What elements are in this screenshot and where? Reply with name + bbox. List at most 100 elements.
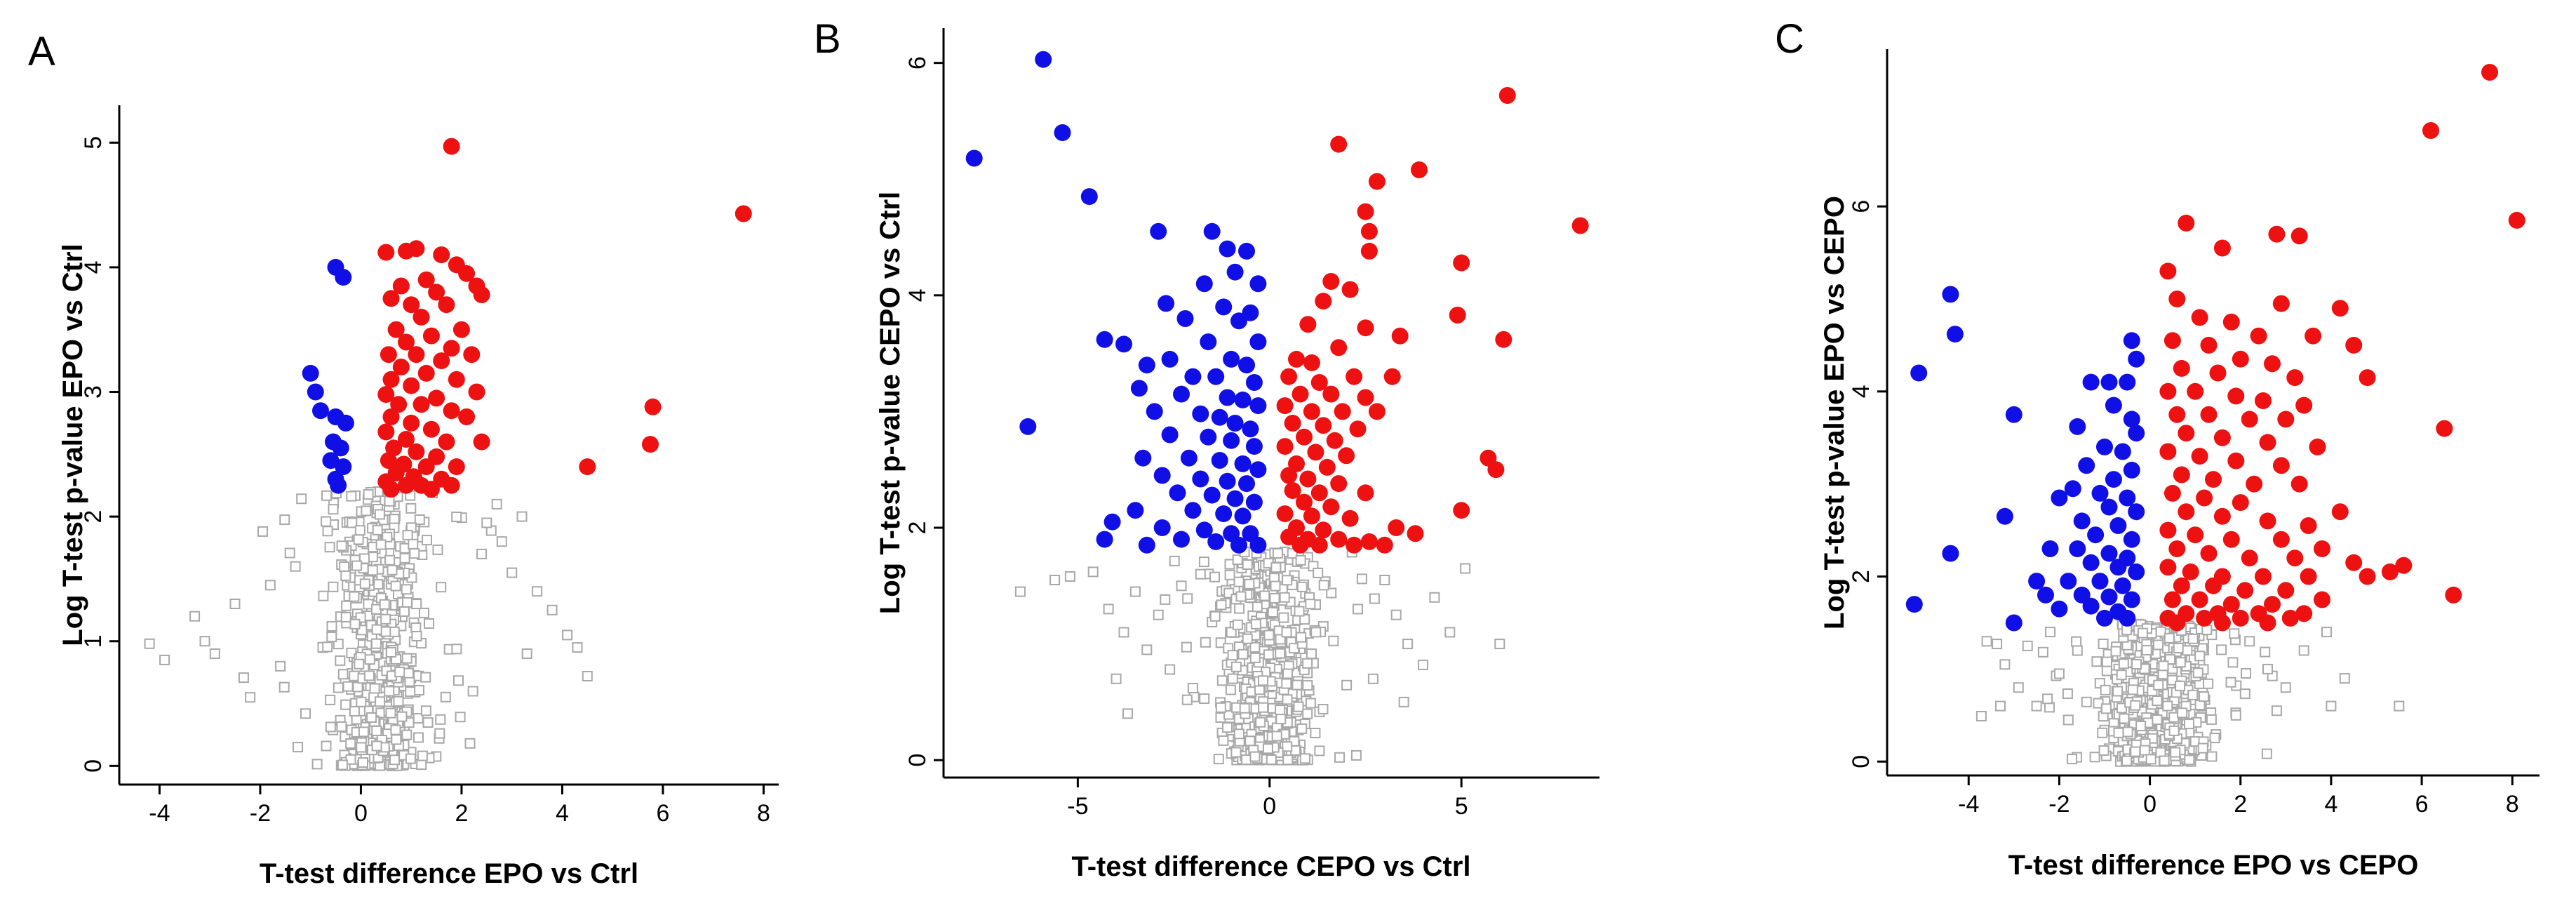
panel-b-down-point xyxy=(1203,486,1221,504)
panel-a-ns-point xyxy=(336,540,347,552)
panel-a-y-tick-label: 1 xyxy=(80,634,107,648)
panel-b-ns-point xyxy=(1141,644,1153,655)
panel-b-ns-point xyxy=(1182,593,1193,604)
panel-b-down-point xyxy=(1249,333,1267,351)
panel-a-ns-point xyxy=(371,624,382,635)
panel-a-down-point xyxy=(330,477,347,494)
panel-c-down-point xyxy=(2082,373,2100,391)
panel-c-up-point xyxy=(2213,614,2231,632)
panel-c-down-point xyxy=(1946,326,1964,343)
panel-c-ns-point xyxy=(2229,628,2240,639)
panel-b-ns-point xyxy=(1259,590,1270,601)
panel-c-ns-point xyxy=(2122,726,2133,738)
panel-b-ns-point xyxy=(1299,753,1310,764)
panel-b-up-point xyxy=(1276,397,1294,415)
panel-b-up-point xyxy=(1346,368,1363,385)
panel-b-up-point xyxy=(1276,438,1294,455)
panel-c-up-point xyxy=(2213,239,2231,257)
panel-a-ns-point xyxy=(401,584,412,595)
panel-a-up-point xyxy=(443,477,460,494)
panel-b-ns-point xyxy=(1200,637,1211,648)
panel-c-up-point xyxy=(2178,425,2195,442)
panel-a-ns-point xyxy=(354,658,365,669)
panel-b-ns-point xyxy=(1263,649,1274,660)
panel-b-up-point xyxy=(1310,536,1328,554)
panel-a-ns-point xyxy=(353,534,364,545)
panel-c-down-point xyxy=(2119,609,2136,627)
panel-a-ns-point xyxy=(361,505,372,517)
panel-b-ns-point xyxy=(1213,754,1224,765)
panel-a-up-point xyxy=(473,433,490,451)
panel-c-ns-point xyxy=(2141,645,2152,655)
panel-a-ns-point xyxy=(455,712,466,723)
panel-c-ns-point xyxy=(2037,646,2048,658)
panel-c-down-point xyxy=(2028,573,2046,590)
panel-b-up-point xyxy=(1303,354,1320,371)
panel-a-ns-point xyxy=(402,530,413,541)
panel-a-up-point xyxy=(417,458,435,476)
panel-c-ns-point xyxy=(2145,754,2156,765)
panel-b-down-point xyxy=(1238,475,1255,493)
panel-c-ns-point xyxy=(2175,657,2186,668)
panel-a-ns-point xyxy=(354,525,365,536)
panel-b-down-point xyxy=(1226,490,1244,507)
panel-b-ns-point xyxy=(1326,587,1337,599)
panel-c-up-point xyxy=(2305,327,2322,345)
panel-b-ns-point xyxy=(1250,618,1261,629)
panel-c-up-point xyxy=(2436,420,2453,437)
panel-c-up-point xyxy=(2259,434,2276,451)
panel-c-x-tick-label: 4 xyxy=(2324,791,2337,818)
panel-b-ns-point xyxy=(1249,642,1261,653)
panel-a-y-tick-label: 2 xyxy=(80,510,107,524)
panel-b-down-point xyxy=(1054,124,1071,141)
panel-c-ns-point xyxy=(2097,727,2108,738)
panel-b-ns-point xyxy=(1209,571,1220,582)
panel-c-ns-point xyxy=(2130,700,2141,711)
panel-c-ns-point xyxy=(2170,747,2181,758)
panel-c-ns-point xyxy=(1992,639,2003,650)
panel-b-ns-point xyxy=(1494,639,1505,650)
panel-c: C -4 -2 0 2 4 6 8 0 2 4 6 T-test difference EPO vs… xyxy=(1775,16,2540,881)
panel-a-y-tick-label: 0 xyxy=(80,759,107,773)
panel-c-ns-point xyxy=(2187,633,2199,644)
panel-b-up-point xyxy=(1407,525,1424,542)
panel-b-ns-point xyxy=(1249,652,1261,663)
panel-a-ns-point xyxy=(347,517,358,528)
panel-c-ns-point xyxy=(2116,669,2127,681)
panel-b-ns-point xyxy=(1272,548,1283,559)
panel-b-down-point xyxy=(1245,438,1263,455)
panel-a-ns-point xyxy=(358,726,369,738)
panel-b-down-point xyxy=(1161,350,1179,368)
panel-c-x-tick-label: -4 xyxy=(1958,791,1979,818)
panel-b-up-point xyxy=(1280,467,1298,484)
panel-b-ns-point xyxy=(1235,591,1247,602)
panel-b-y-axis-title: Log T-test p-value CEPO vs Ctrl xyxy=(875,192,906,614)
panel-c-ns-point xyxy=(2071,636,2082,647)
panel-b-down-point xyxy=(1238,242,1255,260)
panel-b-up-point xyxy=(1315,521,1332,539)
panel-c-up-point xyxy=(2272,457,2290,474)
panel-c-down-point xyxy=(2051,489,2068,507)
panel-c-ns-point xyxy=(2159,755,2170,766)
panel-b-ns-point xyxy=(1282,575,1293,586)
panel-b-ns-point xyxy=(1262,743,1273,754)
panel-a-ns-point xyxy=(387,564,398,575)
panel-c-ns-point xyxy=(2184,754,2195,766)
panel-c-ns-point xyxy=(2197,742,2208,754)
panel-c-down-point xyxy=(2123,591,2140,608)
panel-c-up-point xyxy=(2196,489,2213,507)
panel-b-down-point xyxy=(1153,467,1171,484)
panel-c-up-point xyxy=(2255,568,2272,585)
panel-c-down-point xyxy=(1905,596,1923,613)
panel-b-down-point xyxy=(1219,240,1236,258)
panel-c-ns-point xyxy=(2394,700,2405,712)
panel-b-up-point xyxy=(1315,417,1332,434)
panel-a-up-point xyxy=(408,346,425,364)
panel-c-up-point xyxy=(2281,609,2299,627)
panel-a-ns-point xyxy=(328,581,339,592)
panel-b-up-point xyxy=(1326,432,1343,449)
panel-c-ns-point xyxy=(2121,625,2133,636)
panel-b-points xyxy=(965,51,1589,766)
panel-a-down-point xyxy=(335,458,352,476)
panel-c-up-point xyxy=(2264,596,2281,613)
